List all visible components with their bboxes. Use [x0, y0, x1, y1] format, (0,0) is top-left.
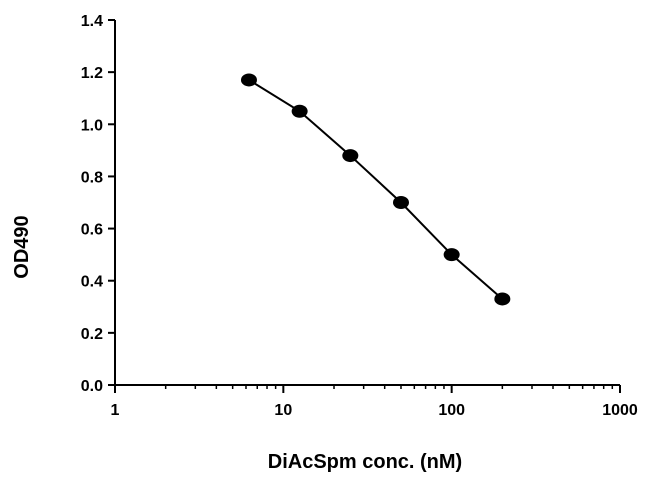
data-point: [342, 149, 359, 163]
y-tick-label: 0.2: [81, 326, 103, 343]
data-point: [291, 104, 308, 118]
data-point: [443, 248, 460, 262]
data-series: [240, 73, 511, 306]
data-point: [240, 73, 257, 87]
data-point: [392, 196, 409, 209]
y-tick-label: 1.4: [81, 13, 103, 30]
y-tick-label: 0.4: [81, 274, 103, 291]
x-tick-label: 1000: [602, 402, 638, 419]
data-point: [494, 292, 511, 306]
y-tick-label: 1.0: [81, 117, 103, 134]
y-tick-label: 1.2: [81, 65, 103, 82]
x-tick-label: 1: [111, 402, 120, 419]
y-tick-label: 0.6: [81, 222, 103, 239]
axes: 0.0 0.2 0.4 0.6 0.8 1.0 1.2 1.4 1 10 100 1000: [81, 13, 638, 419]
series-line: [248, 79, 503, 300]
x-axis-label: DiAcSpm conc. (nM): [268, 451, 462, 473]
y-tick-label: 0.0: [81, 378, 103, 395]
x-tick-label: 100: [438, 402, 465, 419]
y-tick-label: 0.8: [81, 169, 103, 186]
x-tick-label: 10: [274, 402, 292, 419]
y-axis-label: OD490: [11, 215, 33, 278]
